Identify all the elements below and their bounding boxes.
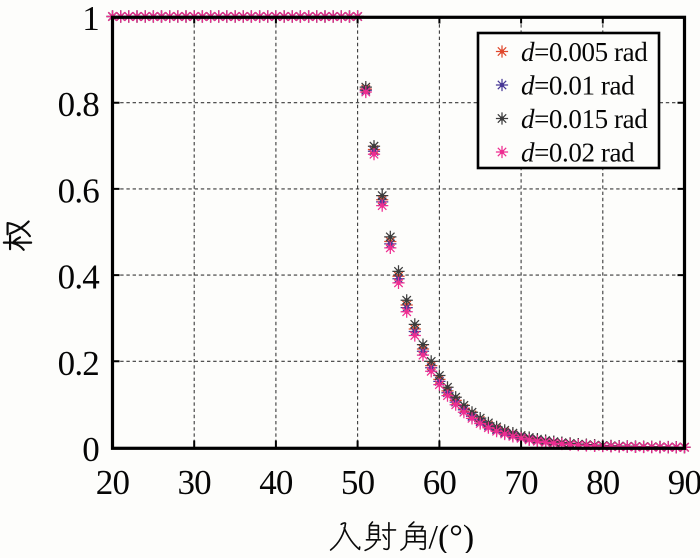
svg-text:0.8: 0.8	[58, 85, 100, 124]
svg-text:d=0.005 rad: d=0.005 rad	[521, 37, 648, 67]
svg-text:40: 40	[259, 463, 293, 502]
svg-text:70: 70	[504, 463, 538, 502]
svg-text:0: 0	[82, 430, 99, 469]
svg-text:1: 1	[82, 0, 99, 38]
svg-text:20: 20	[96, 463, 130, 502]
svg-text:d=0.02 rad: d=0.02 rad	[521, 138, 635, 168]
svg-text:80: 80	[586, 463, 620, 502]
svg-text:/(°): /(°)	[429, 519, 475, 553]
svg-text:30: 30	[177, 463, 211, 502]
svg-text:d=0.01 rad: d=0.01 rad	[521, 71, 635, 101]
svg-text:0.6: 0.6	[58, 171, 100, 210]
svg-text:50: 50	[341, 463, 375, 502]
svg-text:0.4: 0.4	[58, 258, 100, 297]
svg-text:90: 90	[668, 463, 700, 502]
svg-text:60: 60	[423, 463, 457, 502]
svg-text:0.2: 0.2	[58, 344, 99, 383]
svg-text:d=0.015 rad: d=0.015 rad	[521, 104, 648, 134]
